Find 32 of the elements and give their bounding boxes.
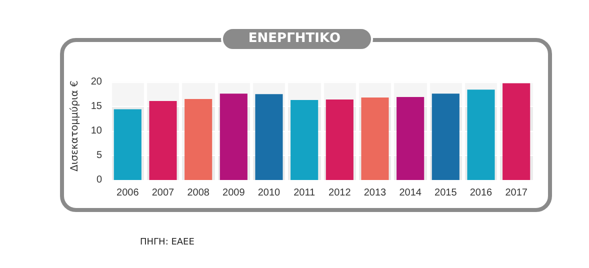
- x-tick-label: 2008: [187, 188, 210, 198]
- x-tick-label: 2011: [294, 188, 316, 198]
- bar: [220, 94, 248, 180]
- chart-title: ΕΝΕΡΓΗΤΙΚΟ: [248, 31, 341, 46]
- y-axis-title: Δισεκατομμύρια €: [69, 80, 80, 172]
- x-tick-label: 2013: [364, 188, 387, 198]
- bar: [361, 98, 389, 180]
- x-tick-label: 2009: [222, 188, 246, 198]
- y-tick-label: 5: [96, 150, 102, 161]
- bar: [432, 94, 460, 180]
- bar: [255, 94, 283, 180]
- bar: [149, 100, 177, 180]
- y-tick-label: 15: [90, 100, 102, 112]
- bar: [326, 99, 354, 180]
- x-tick-label: 2017: [505, 188, 528, 198]
- y-tick-label: 20: [90, 76, 102, 88]
- x-tick-label: 2007: [152, 188, 175, 198]
- y-tick-label: 0: [96, 174, 102, 186]
- x-tick-label: 2015: [434, 188, 458, 198]
- bar: [467, 90, 495, 180]
- y-tick-label: 10: [90, 125, 102, 136]
- bar: [502, 83, 530, 180]
- x-tick-label: 2016: [470, 188, 493, 198]
- x-tick-label: 2010: [258, 188, 281, 198]
- x-tick-label: 2012: [328, 188, 352, 198]
- bar: [396, 97, 424, 180]
- bar: [184, 99, 212, 180]
- bar: [290, 100, 318, 180]
- bar: [114, 109, 142, 180]
- text: ΠΗΓΗ: ΕΑΕΕ: [140, 238, 195, 248]
- x-tick-label: 2014: [399, 188, 422, 198]
- x-tick-label: 2006: [116, 188, 140, 198]
